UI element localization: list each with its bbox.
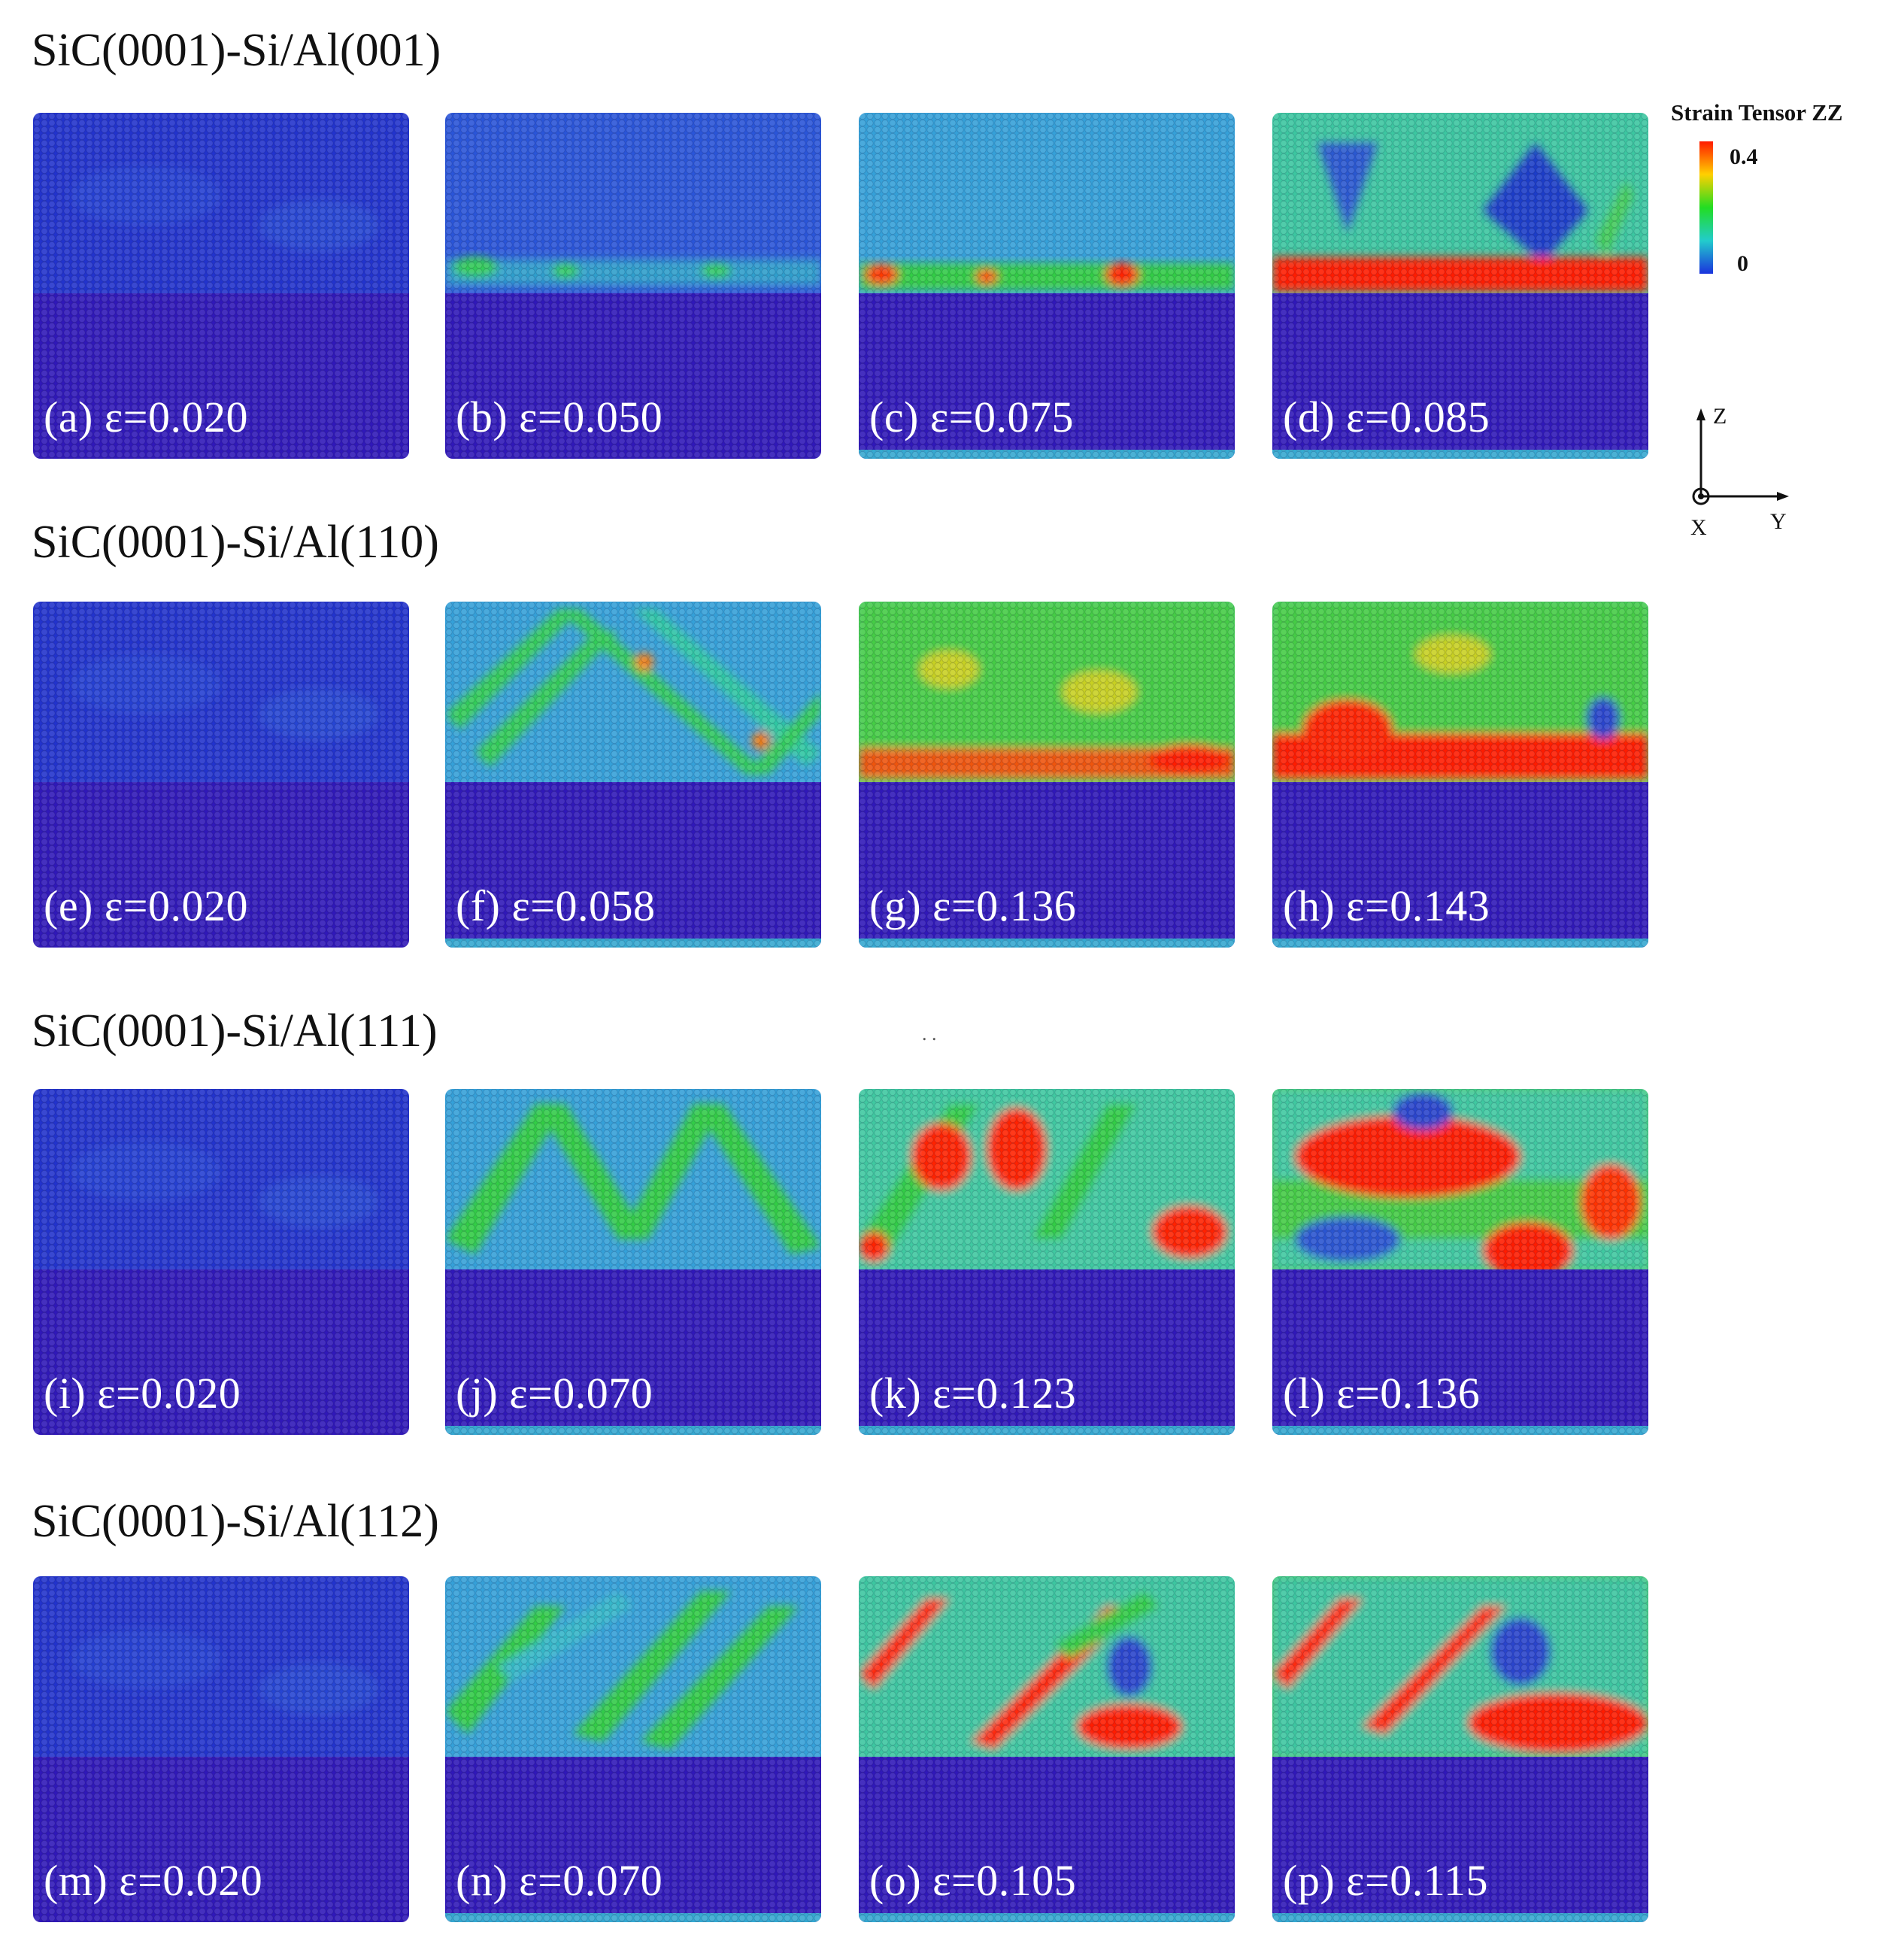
strain-panel: (j) ε=0.070 (445, 1089, 821, 1435)
panel-strain-label: (j) ε=0.070 (456, 1369, 653, 1418)
panel-strain-label: (i) ε=0.020 (44, 1369, 241, 1418)
atomistic-snapshot (33, 602, 409, 948)
strain-panel: (d) ε=0.085 (1272, 113, 1648, 459)
panel-strain-label: (e) ε=0.020 (44, 881, 248, 930)
atomistic-snapshot (1272, 113, 1648, 459)
z-axis-arrow (1696, 408, 1705, 420)
panel-strain-label: (f) ε=0.058 (456, 881, 656, 930)
atomistic-snapshot (445, 1089, 821, 1435)
row-title-110: SiC(0001)-Si/Al(110) (32, 517, 439, 568)
x-axis-dot (1698, 493, 1704, 499)
panel-strain-label: (c) ε=0.075 (869, 393, 1074, 441)
panel-strain-label: (b) ε=0.050 (456, 393, 663, 441)
panel-strain-label: (d) ε=0.085 (1283, 393, 1490, 441)
legend-title: Strain Tensor ZZ (1671, 99, 1843, 126)
atomistic-snapshot (859, 1576, 1235, 1922)
panel-strain-label: (a) ε=0.020 (44, 393, 248, 441)
row-title-112: SiC(0001)-Si/Al(112) (32, 1496, 439, 1547)
panel-strain-label: (p) ε=0.115 (1283, 1856, 1489, 1905)
axes-triad: Z X Y (1690, 404, 1789, 540)
y-axis-label: Y (1770, 509, 1787, 534)
atomistic-snapshot (33, 1089, 409, 1435)
atomistic-snapshot (859, 1089, 1235, 1435)
stray-dots: . . (922, 1023, 937, 1045)
panel-strain-label: (l) ε=0.136 (1283, 1369, 1481, 1418)
panel-strain-label: (g) ε=0.136 (869, 881, 1077, 930)
atomistic-snapshot (859, 113, 1235, 459)
panel-strain-label: (n) ε=0.070 (456, 1856, 663, 1905)
z-axis-label: Z (1713, 404, 1727, 429)
legend-max-label: 0.4 (1730, 144, 1758, 169)
atomistic-snapshot (33, 1576, 409, 1922)
atomistic-snapshot (1272, 1576, 1648, 1922)
atomistic-snapshot (1272, 602, 1648, 948)
x-axis-label: X (1690, 515, 1707, 540)
x-axis-marker (1692, 487, 1710, 505)
strain-panel: (n) ε=0.070 (445, 1576, 821, 1922)
legend-min-label: 0 (1737, 251, 1748, 276)
strain-panel: (p) ε=0.115 (1272, 1576, 1648, 1922)
atomistic-snapshot (445, 113, 821, 459)
strain-panel: (g) ε=0.136 (859, 602, 1235, 948)
atomistic-snapshot (445, 602, 821, 948)
strain-panel: (k) ε=0.123 (859, 1089, 1235, 1435)
strain-panel: (m) ε=0.020 (33, 1576, 409, 1922)
legend-colorbar (1699, 141, 1713, 274)
y-axis-arrow (1777, 492, 1789, 501)
panel-strain-label: (h) ε=0.143 (1283, 881, 1490, 930)
panel-strain-label: (k) ε=0.123 (869, 1369, 1077, 1418)
strain-panel: (i) ε=0.020 (33, 1089, 409, 1435)
atomistic-snapshot (859, 602, 1235, 948)
strain-panel: (e) ε=0.020 (33, 602, 409, 948)
panel-strain-label: (m) ε=0.020 (44, 1856, 263, 1905)
panel-strain-label: (o) ε=0.105 (869, 1856, 1077, 1905)
row-title-001: SiC(0001)-Si/Al(001) (32, 25, 441, 76)
atomistic-snapshot (445, 1576, 821, 1922)
strain-panel: (o) ε=0.105 (859, 1576, 1235, 1922)
strain-panel: (c) ε=0.075 (859, 113, 1235, 459)
strain-panel: (a) ε=0.020 (33, 113, 409, 459)
atomistic-snapshot (1272, 1089, 1648, 1435)
strain-panel: (h) ε=0.143 (1272, 602, 1648, 948)
row-title-111: SiC(0001)-Si/Al(111) (32, 1005, 438, 1057)
strain-panel: (l) ε=0.136 (1272, 1089, 1648, 1435)
strain-panel: (f) ε=0.058 (445, 602, 821, 948)
strain-panel: (b) ε=0.050 (445, 113, 821, 459)
atomistic-snapshot (33, 113, 409, 459)
